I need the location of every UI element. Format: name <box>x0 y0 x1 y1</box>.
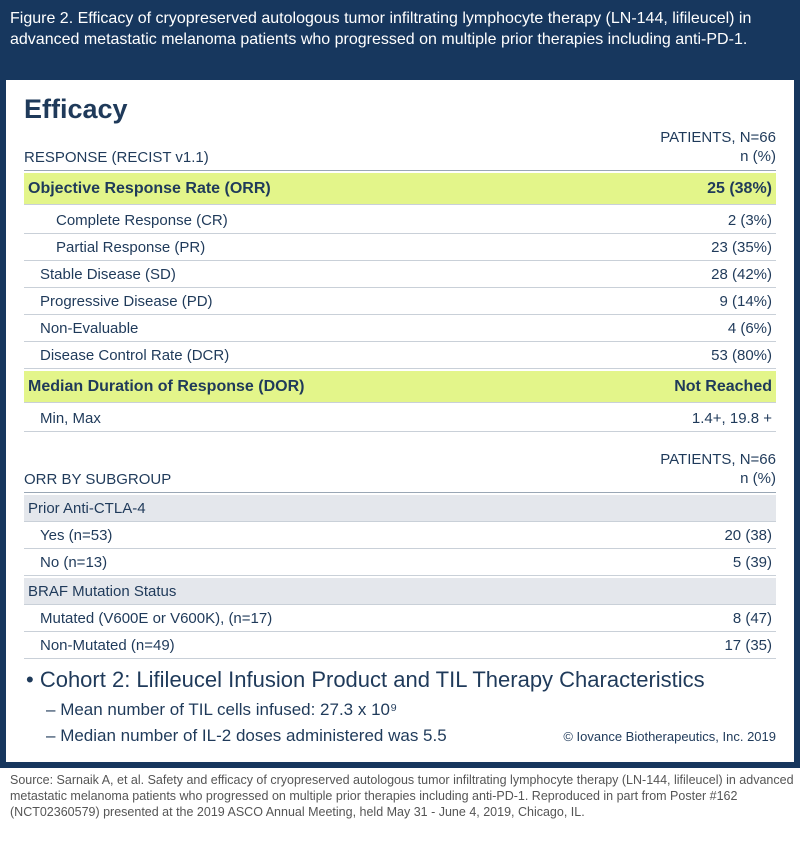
row-value: 20 (38) <box>724 526 772 544</box>
row-value: 28 (42%) <box>711 265 772 283</box>
row-label: Yes (n=53) <box>40 526 113 544</box>
table-row: Complete Response (CR) 2 (3%) <box>24 207 776 234</box>
table-row: Progressive Disease (PD) 9 (14%) <box>24 288 776 315</box>
row-label: Disease Control Rate (DCR) <box>40 346 230 364</box>
row-label: Stable Disease (SD) <box>40 265 176 283</box>
row-value: 8 (47) <box>732 609 772 627</box>
source-note: Source: Sarnaik A, et al. Safety and eff… <box>10 773 794 819</box>
header-left: RESPONSE (RECIST v1.1) <box>24 149 209 166</box>
header-line: n (%) <box>740 470 776 487</box>
row-value: 17 (35) <box>724 636 772 654</box>
table-row: Stable Disease (SD) 28 (42%) <box>24 261 776 288</box>
bullet: • Cohort 2: Lifileucel Infusion Product … <box>26 667 705 692</box>
table-row: Non-Mutated (n=49) 17 (35) <box>24 632 776 659</box>
row-label: Complete Response (CR) <box>56 211 228 229</box>
sub-bullet-text: – Mean number of TIL cells infused: 27.3… <box>46 700 398 719</box>
panel: Efficacy RESPONSE (RECIST v1.1) PATIENTS… <box>0 80 800 768</box>
group-title: BRAF Mutation Status <box>28 582 177 600</box>
row-value: 1.4+, 19.8 + <box>691 409 772 427</box>
figure-caption: Figure 2. Efficacy of cryopreserved auto… <box>0 0 800 80</box>
header-left: ORR BY SUBGROUP <box>24 471 172 488</box>
header-line: PATIENTS, N=66 <box>660 129 776 146</box>
row-value: 25 (38%) <box>707 179 772 197</box>
row-value: 23 (35%) <box>711 238 772 256</box>
table-row: Disease Control Rate (DCR) 53 (80%) <box>24 342 776 369</box>
row-value: 53 (80%) <box>711 346 772 364</box>
row-value: Not Reached <box>674 377 772 395</box>
table-row: Min, Max 1.4+, 19.8 + <box>24 405 776 432</box>
panel-title: Efficacy <box>24 94 128 124</box>
table-row: Partial Response (PR) 23 (35%) <box>24 234 776 261</box>
response-table: Objective Response Rate (ORR) 25 (38%) Com… <box>24 173 776 432</box>
group-title: Prior Anti-CTLA-4 <box>28 499 146 517</box>
header-line: PATIENTS, N=66 <box>660 451 776 468</box>
row-value: 2 (3%) <box>727 211 772 229</box>
copyright: © Iovance Biotherapeutics, Inc. 2019 <box>563 728 776 744</box>
header-right: PATIENTS, N=66 n (%) <box>660 450 776 488</box>
row-value: 9 (14%) <box>719 292 772 310</box>
row-label: Non-Mutated (n=49) <box>40 636 175 654</box>
bullet-text: Cohort 2: Lifileucel Infusion Product an… <box>39 667 705 692</box>
table-row: Non-Evaluable 4 (6%) <box>24 315 776 342</box>
row-label: Objective Response Rate (ORR) <box>28 179 271 197</box>
group-row: BRAF Mutation Status <box>24 578 776 605</box>
row-label: Min, Max <box>40 409 101 427</box>
text: Median number of IL-2 doses administered… <box>60 726 447 745</box>
table-header: ORR BY SUBGROUP PATIENTS, N=66 n (%) <box>24 450 776 493</box>
sub-bullet: – Median number of IL-2 doses administer… <box>24 723 776 749</box>
table-row: Yes (n=53) 20 (38) <box>24 522 776 549</box>
table-row: Objective Response Rate (ORR) 25 (38%) <box>24 173 776 205</box>
table-row: Median Duration of Response (DOR) Not Rea… <box>24 371 776 403</box>
row-label: No (n=13) <box>40 553 108 571</box>
header-line: n (%) <box>740 148 776 165</box>
subgroup-table: Prior Anti-CTLA-4 Yes (n=53) 20 (38) No (n=… <box>24 495 776 659</box>
header-right: PATIENTS, N=66 n (%) <box>660 128 776 166</box>
row-label: Median Duration of Response (DOR) <box>28 377 305 395</box>
sub-bullet-text: – Median number of IL-2 doses administer… <box>46 726 447 745</box>
row-label: Mutated (V600E or V600K), (n=17) <box>40 609 273 627</box>
row-label: Non-Evaluable <box>40 319 139 337</box>
row-value: 5 (39) <box>732 553 772 571</box>
group-row: Prior Anti-CTLA-4 <box>24 495 776 522</box>
text: Mean number of TIL cells infused: 27.3 x… <box>60 700 398 719</box>
sub-bullet: – Mean number of TIL cells infused: 27.3… <box>24 697 776 723</box>
row-value: 4 (6%) <box>727 319 772 337</box>
table-row: No (n=13) 5 (39) <box>24 549 776 576</box>
row-label: Partial Response (PR) <box>56 238 206 256</box>
table-row: Mutated (V600E or V600K), (n=17) 8 (47) <box>24 605 776 632</box>
table-header: RESPONSE (RECIST v1.1) PATIENTS, N=66 n (… <box>24 128 776 171</box>
row-label: Progressive Disease (PD) <box>40 292 213 310</box>
